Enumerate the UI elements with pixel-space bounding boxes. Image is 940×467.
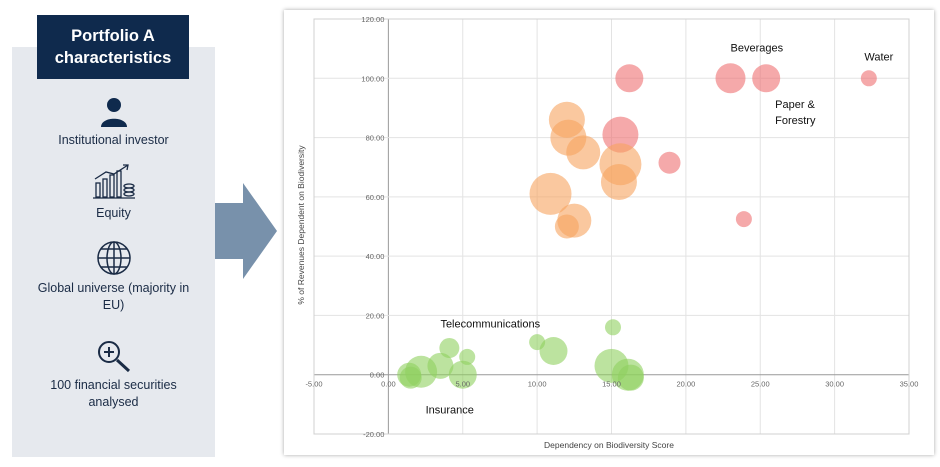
bubble-red <box>715 63 746 94</box>
money-chart-icon <box>92 164 135 199</box>
x-axis-label: Dependency on Biodiversity Score <box>544 440 674 450</box>
x-tick-label: 25.00 <box>751 380 770 389</box>
zoom-in-icon <box>97 341 130 373</box>
bubble-green <box>399 366 422 389</box>
item-label: 100 financial securities analysed <box>50 378 177 409</box>
x-tick-label: -5.00 <box>305 380 322 389</box>
y-tick-label: 60.00 <box>366 193 385 202</box>
bubble-chart: -5.00 0.00 5.00 10.00 15.00 20.00 25.00 30.00 35… <box>284 10 934 455</box>
annotation-layer: Beverages Water Paper & Forestry Telecommuni… <box>426 43 894 417</box>
item-label: Global universe (majority in EU) <box>37 281 190 312</box>
bubble-green <box>448 360 477 389</box>
y-tick-label: 20.00 <box>366 311 385 320</box>
bubble-layer <box>397 63 877 391</box>
y-tick-label: -20.00 <box>363 430 384 439</box>
bubble-red <box>752 64 781 93</box>
y-tick-label: 0.00 <box>370 371 385 380</box>
bubble-green <box>539 337 568 365</box>
annotation-label: Insurance <box>426 404 474 416</box>
bubble-red <box>735 211 752 228</box>
annotation-label: Forestry <box>775 115 816 127</box>
y-tick-label: 120.00 <box>361 15 384 24</box>
bubble-green <box>439 338 460 359</box>
annotation-label: Paper & <box>775 99 815 111</box>
bubble-orange <box>529 172 572 215</box>
item-label: Institutional investor <box>58 133 169 147</box>
x-tick-label: 30.00 <box>825 380 844 389</box>
bubble-green <box>617 364 644 391</box>
chart-svg: -5.00 0.00 5.00 10.00 15.00 20.00 25.00 30.00 35… <box>296 15 918 450</box>
bubble-orange <box>554 214 579 239</box>
annotation-label: Telecommunications <box>440 318 540 330</box>
x-tick-label: 20.00 <box>676 380 695 389</box>
x-tick-label: 0.00 <box>381 380 396 389</box>
bubble-red <box>602 116 639 153</box>
arrow-icon <box>215 183 277 279</box>
bubble-red <box>658 151 681 174</box>
y-axis-label: % of Revenues Dependent on Biodiversity <box>296 145 306 305</box>
plot-frame <box>313 18 910 435</box>
bubble-orange <box>566 135 601 170</box>
tick-layer: -5.00 0.00 5.00 10.00 15.00 20.00 25.00 30.00 35… <box>305 15 918 439</box>
y-tick-label: 40.00 <box>366 252 385 261</box>
bubble-orange <box>600 164 637 201</box>
item-equity: Equity <box>12 163 215 222</box>
x-tick-label: 35.00 <box>900 380 919 389</box>
item-global-universe: Global universe (majority in EU) <box>12 240 215 314</box>
y-tick-label: 100.00 <box>361 74 384 83</box>
item-label: Equity <box>96 206 131 220</box>
bubble-red <box>860 70 877 87</box>
annotation-label: Beverages <box>731 43 784 55</box>
x-tick-label: 15.00 <box>602 380 621 389</box>
globe-icon <box>96 241 131 275</box>
person-icon <box>100 98 127 127</box>
x-tick-label: 10.00 <box>528 380 547 389</box>
annotation-label: Water <box>864 52 893 64</box>
y-tick-label: 80.00 <box>366 134 385 143</box>
item-institutional-investor: Institutional investor <box>12 96 215 149</box>
panel-title: Portfolio A characteristics <box>37 15 189 79</box>
bubble-red <box>615 64 644 93</box>
x-tick-label: 5.00 <box>455 380 470 389</box>
bubble-green <box>604 319 621 336</box>
item-securities-analysed: 100 financial securities analysed <box>12 339 215 411</box>
